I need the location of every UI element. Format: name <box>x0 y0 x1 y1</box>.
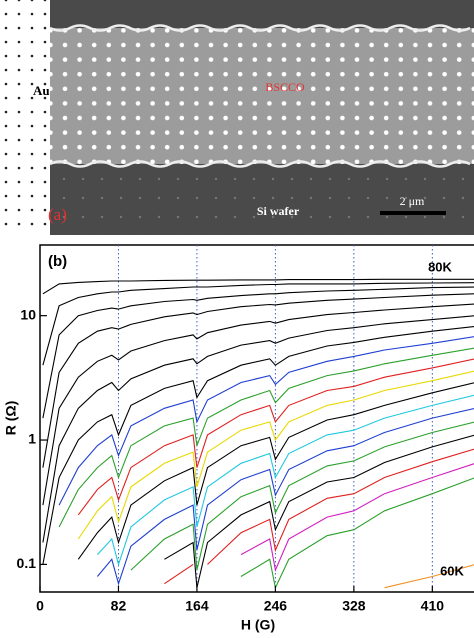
series-line <box>164 448 474 585</box>
series-line <box>77 358 474 516</box>
series-line <box>96 408 474 586</box>
series-line <box>384 564 474 589</box>
x-tick-label: 410 <box>421 598 445 614</box>
plot-area <box>42 245 474 592</box>
label-bscco: BSCCO <box>265 80 305 94</box>
annotation: 80K <box>428 259 452 274</box>
series-line <box>77 382 474 560</box>
series-line <box>77 370 474 540</box>
x-tick-label: 246 <box>264 598 288 614</box>
series-line <box>96 394 474 567</box>
y-tick-label: 0.1 <box>17 555 37 571</box>
y-tick-label: 1 <box>28 431 36 447</box>
series-line <box>240 463 474 572</box>
series-line <box>42 286 474 419</box>
panel-label: (a) <box>48 205 67 224</box>
label-au: Au <box>33 83 50 98</box>
annotation: 60K <box>440 563 464 578</box>
x-tick-label: 328 <box>342 598 366 614</box>
series-line <box>42 293 474 468</box>
y-tick-label: 10 <box>20 306 36 322</box>
series-line <box>42 278 474 295</box>
panel-label: (b) <box>48 253 67 270</box>
x-axis-label: H (G) <box>241 617 275 633</box>
series-line <box>58 347 474 528</box>
series-line <box>42 315 474 543</box>
series-line <box>130 421 474 571</box>
y-axis-label: R (Ω) <box>3 401 19 436</box>
series-line <box>42 303 474 506</box>
x-tick-label: 164 <box>185 598 209 614</box>
series-line <box>42 282 474 366</box>
series-line <box>240 477 474 590</box>
label-si-wafer: Si wafer <box>257 204 300 218</box>
x-tick-label: 0 <box>36 598 44 614</box>
sem-image <box>0 0 474 235</box>
x-tick-label: 82 <box>111 598 127 614</box>
plot-frame <box>39 244 474 593</box>
series-line <box>164 434 474 588</box>
scale-bar-label: 2 μm <box>400 194 425 208</box>
series-line <box>42 326 474 565</box>
series-line <box>58 336 474 506</box>
